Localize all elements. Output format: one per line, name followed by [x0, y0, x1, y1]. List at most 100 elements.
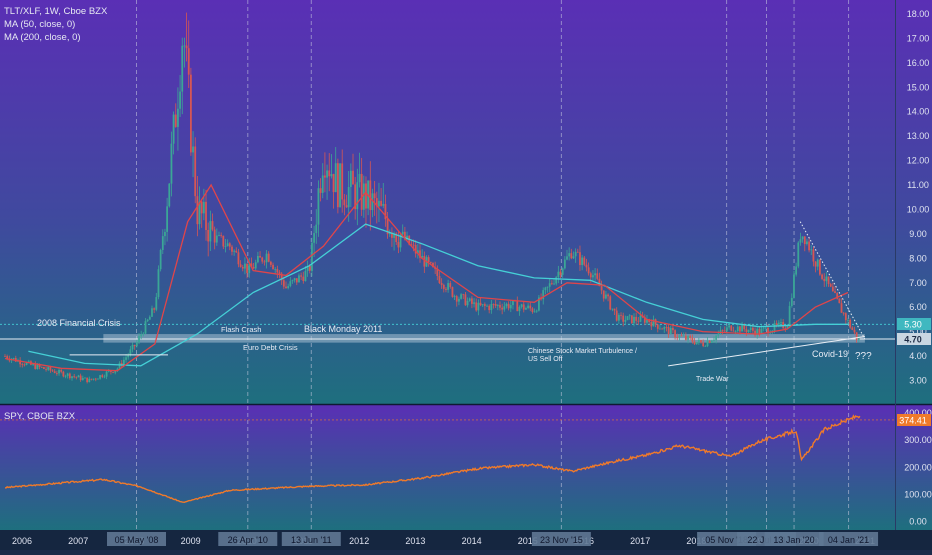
candle-body	[58, 369, 60, 374]
candle-body	[55, 372, 58, 374]
candle-body	[745, 329, 748, 333]
candle-body	[280, 273, 283, 281]
candle-body	[563, 259, 566, 269]
candle-body	[200, 201, 203, 214]
candle-body	[533, 311, 536, 313]
event-date-chip	[218, 532, 278, 546]
main-price-scale[interactable]: 18.00 17.00 16.00 15.00 14.00 13.00 12.00 11.00…	[907, 9, 930, 386]
candle-body	[358, 173, 361, 183]
candle-body	[267, 253, 270, 262]
candle-body	[438, 276, 441, 284]
event-date-label: 26 Apr '10	[228, 535, 268, 545]
candle-body	[62, 371, 65, 377]
candle-body	[676, 337, 679, 339]
candle-body	[185, 45, 188, 49]
candle-body	[775, 323, 778, 325]
candle-body	[12, 358, 15, 359]
candle-body	[151, 308, 153, 317]
candle-body	[334, 163, 337, 193]
candle-body	[468, 298, 471, 301]
candle-body	[274, 269, 277, 270]
legend-ma50[interactable]: MA (50, close, 0)	[4, 19, 75, 30]
lower-legend-symbol[interactable]: SPY, CBOE BZX	[4, 411, 76, 422]
candle-body	[135, 342, 138, 347]
candle-body	[624, 320, 627, 322]
candle-body	[585, 264, 588, 268]
candle-body	[215, 235, 218, 243]
candle-body	[583, 257, 586, 265]
candle-body	[754, 330, 756, 336]
candle-body	[81, 377, 84, 381]
candle-body	[36, 364, 39, 369]
y-tick-label: 7.00	[909, 278, 927, 288]
candle-body	[319, 188, 322, 193]
candle-body	[758, 328, 761, 334]
moving-averages	[4, 183, 849, 372]
lower-y-tick-label: 300.00	[904, 435, 932, 445]
candle-body	[259, 255, 261, 258]
candle-body	[6, 356, 9, 359]
candle-body	[605, 294, 607, 299]
candle-body	[455, 296, 458, 302]
candle-body	[503, 306, 506, 310]
candle-body	[399, 234, 402, 248]
candle-body	[311, 242, 313, 271]
candle-body	[142, 333, 145, 335]
candle-body	[252, 267, 255, 269]
candle-body	[749, 327, 752, 330]
candle-body	[192, 146, 194, 153]
annotation-covid-19: Covid-19	[812, 349, 848, 359]
candle-body	[127, 354, 130, 358]
main-legend: TLT/XLF, 1W, Cboe BZX MA (50, close, 0) …	[4, 6, 108, 43]
candle-body	[531, 308, 534, 312]
candle-body	[499, 305, 501, 308]
candle-body	[375, 198, 378, 207]
candle-body	[101, 375, 104, 378]
candle-body	[92, 378, 95, 380]
y-tick-label: 15.00	[907, 82, 930, 92]
candle-body	[522, 304, 525, 310]
candle-body	[700, 340, 702, 343]
candle-body	[561, 268, 564, 275]
annotation-chinese-market: Chinese Stock Market Turbulence /	[528, 348, 637, 355]
candle-body	[23, 364, 26, 366]
candle-body	[397, 242, 400, 248]
candle-body	[373, 193, 376, 199]
candle-body	[293, 278, 296, 281]
candle-body	[849, 319, 852, 328]
candle-body	[360, 173, 363, 210]
candle-body	[726, 327, 728, 331]
lower-price-scale[interactable]: 400.00 300.00 200.00 100.00 0.00	[904, 408, 932, 527]
candle-body	[659, 328, 661, 330]
main-pane-bg	[0, 0, 932, 404]
candle-body	[4, 356, 6, 357]
candle-body	[611, 308, 614, 310]
candle-body	[509, 305, 512, 309]
candle-body	[581, 257, 584, 266]
candle-body	[643, 317, 646, 323]
candle-body	[170, 143, 173, 184]
candle-body	[607, 294, 609, 297]
candle-body	[341, 163, 344, 200]
candle-body	[144, 321, 147, 334]
spy-badge-bg	[897, 414, 931, 426]
candle-body	[248, 263, 251, 273]
candle-body	[479, 302, 482, 306]
candle-body	[388, 232, 391, 235]
candle-body	[570, 253, 573, 259]
candle-body	[410, 244, 413, 246]
candle-body	[419, 250, 421, 258]
candle-body	[189, 74, 192, 153]
annotations: 2008 Financial Crisis Flash Crash Black …	[37, 318, 872, 383]
legend-symbol[interactable]: TLT/XLF, 1W, Cboe BZX	[4, 6, 108, 17]
candle-body	[486, 305, 488, 307]
candle-body	[672, 327, 674, 331]
candle-body	[237, 252, 240, 265]
legend-ma200[interactable]: MA (200, close, 0)	[4, 32, 81, 43]
candle-body	[445, 288, 447, 290]
time-axis[interactable]: 2006200720082009201020112012201320142015…	[12, 532, 879, 546]
candle-body	[460, 294, 462, 299]
candle-body	[793, 274, 795, 298]
candle-body	[153, 308, 156, 310]
candle-body	[235, 250, 238, 253]
